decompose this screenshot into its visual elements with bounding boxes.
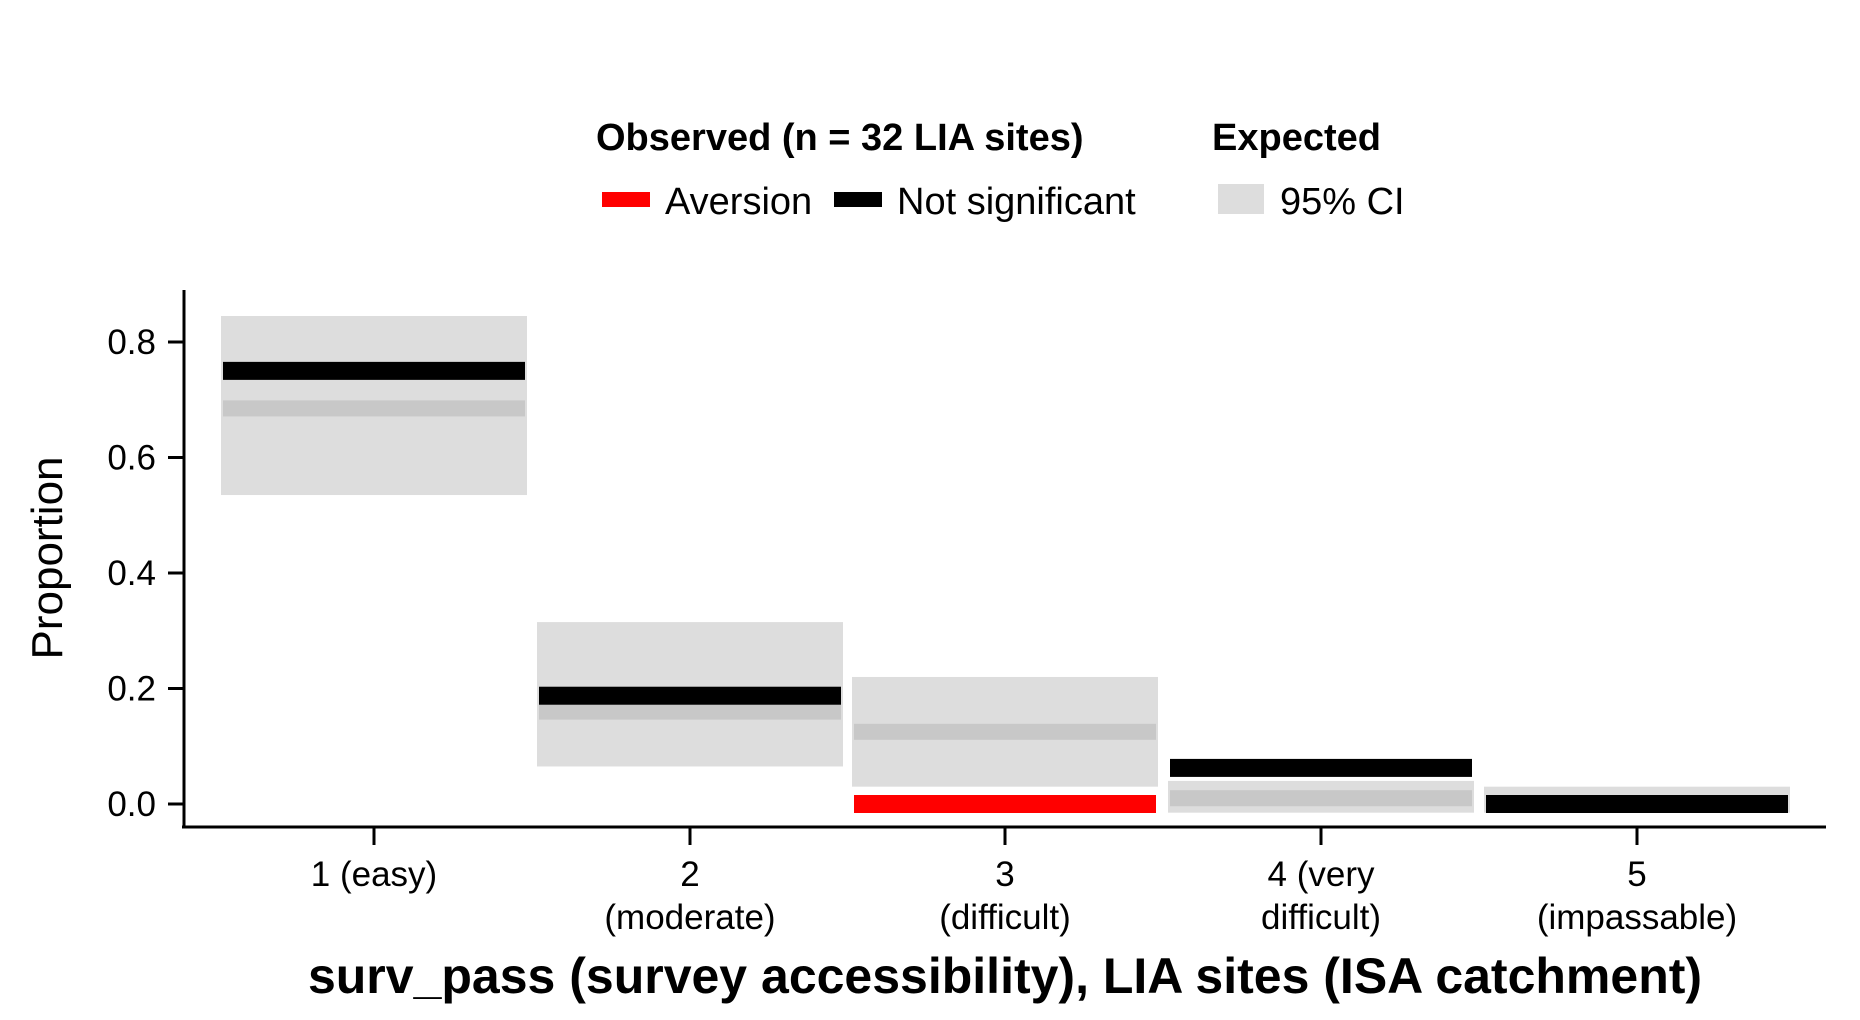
legend-not-significant-label: Not significant	[897, 181, 1136, 223]
legend-ci-swatch	[1218, 184, 1264, 214]
y-ticks: 0.0 0.2 0.4 0.6 0.8	[107, 323, 184, 824]
x-tick-label: 5	[1627, 855, 1646, 894]
legend-observed-title: Observed (n = 32 LIA sites)	[596, 117, 1084, 159]
y-tick-label: 0.2	[107, 670, 156, 709]
x-ticks: 1 (easy) 2 (moderate) 3 (difficult) 4 (very di…	[311, 827, 1737, 937]
observed-bar-1	[223, 361, 525, 380]
legend-aversion-label: Aversion	[665, 181, 812, 223]
y-tick-label: 0.6	[107, 439, 156, 478]
expected-mean-4	[1170, 790, 1472, 807]
plot-marks	[221, 316, 1790, 813]
x-tick-label: 4 (very	[1268, 855, 1375, 894]
observed-bar-2	[539, 686, 841, 705]
y-axis-title: Proportion	[23, 456, 72, 659]
expected-mean-3	[854, 723, 1156, 740]
x-tick-label: (impassable)	[1537, 898, 1737, 937]
observed-bar-4	[1170, 758, 1472, 777]
y-tick-label: 0.4	[107, 554, 156, 593]
x-tick-label: (difficult)	[939, 898, 1071, 937]
x-tick-label: 2	[680, 855, 699, 894]
expected-mean-2	[539, 703, 841, 720]
legend-expected-title: Expected	[1212, 117, 1381, 159]
y-tick-label: 0.0	[107, 785, 156, 824]
y-tick-label: 0.8	[107, 323, 156, 362]
x-tick-label: 3	[995, 855, 1014, 894]
x-tick-label: (moderate)	[604, 898, 775, 937]
x-axis-title: surv_pass (survey accessibility), LIA si…	[308, 948, 1702, 1004]
x-tick-label: difficult)	[1261, 898, 1381, 937]
expected-mean-1	[223, 400, 525, 417]
x-tick-label: 1 (easy)	[311, 855, 437, 894]
legend-ci-label: 95% CI	[1280, 181, 1405, 223]
legend: Observed (n = 32 LIA sites) Aversion Not…	[596, 117, 1405, 223]
legend-aversion-swatch	[602, 192, 650, 207]
legend-not-significant-swatch	[834, 192, 882, 207]
observed-bar-5	[1486, 795, 1788, 813]
observed-bar-3	[854, 795, 1156, 813]
